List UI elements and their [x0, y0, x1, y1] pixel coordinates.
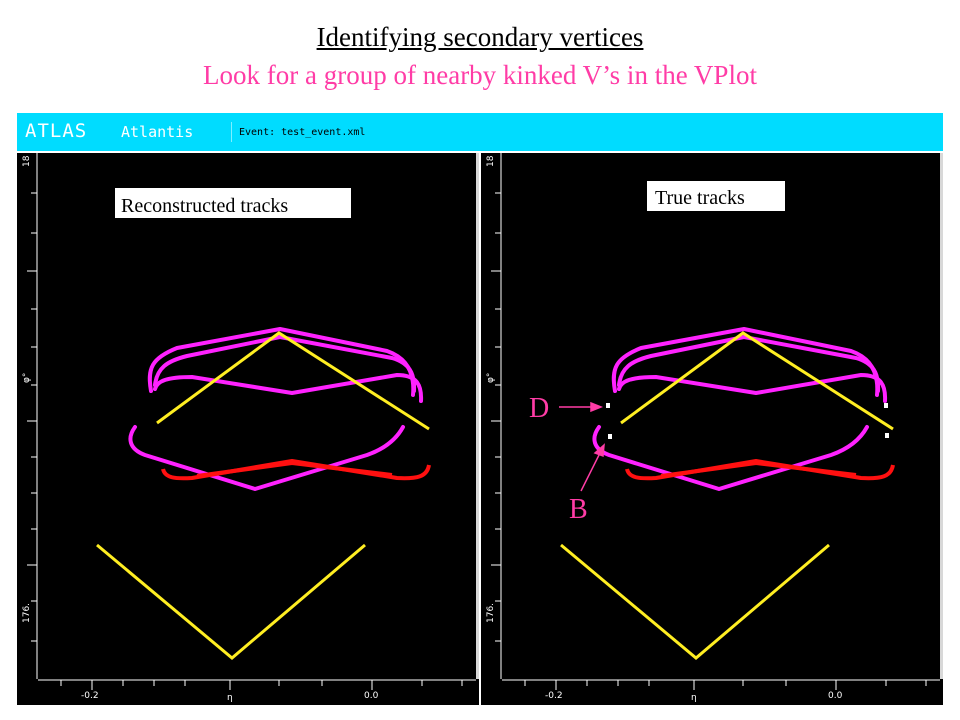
slide-subtitle: Look for a group of nearby kinked V’s in…	[203, 60, 757, 90]
vertex-markers	[606, 403, 889, 439]
arrow-d-head	[590, 401, 604, 413]
vplot-reconstructed[interactable]: 18 φ° 176. -0.2 η 0.0 Reconstructed trac…	[17, 153, 479, 705]
vertex-marker	[885, 433, 889, 438]
y-axis-ticks	[491, 153, 502, 679]
arrow-b-head	[593, 443, 605, 458]
yellow-track-upper	[156, 331, 430, 431]
header-divider	[231, 122, 232, 142]
y-axis-top-label: 18	[22, 155, 32, 167]
x-axis-strip	[481, 679, 943, 705]
vertex-marker-d	[606, 403, 610, 408]
x-tick-label-left: -0.2	[81, 691, 99, 701]
yellow-tracks	[96, 331, 430, 660]
event-name: Event: test_event.xml	[239, 127, 366, 138]
vplot-true[interactable]: 18 φ° 176. -0.2 η 0.0 True tracks	[481, 153, 943, 705]
annotation-arrows	[559, 401, 605, 492]
panel-label-box	[647, 181, 785, 211]
x-axis-ticks	[38, 679, 476, 690]
atlantis-header-bar: ATLAS Atlantis Event: test_event.xml	[17, 113, 943, 151]
magenta-track-4	[128, 425, 405, 491]
panel-label-box	[115, 188, 351, 218]
magenta-tracks	[592, 327, 888, 491]
vplot-panel-reconstructed[interactable]: 18 φ° 176. -0.2 η 0.0 Reconstructed trac…	[17, 153, 479, 705]
x-axis-title: η	[227, 693, 233, 703]
panel-label: Reconstructed tracks	[121, 195, 288, 217]
x-tick-label-right: 0.0	[364, 691, 379, 701]
plot-area	[38, 153, 476, 679]
red-tracks	[625, 459, 895, 481]
y-axis-ticks	[27, 153, 38, 679]
vertex-marker-b	[608, 434, 612, 439]
arrow-b	[580, 452, 601, 492]
panel-label: True tracks	[655, 187, 745, 209]
y-axis-top-label: 18	[486, 155, 496, 167]
x-tick-label-left: -0.2	[545, 691, 563, 701]
red-tracks	[161, 459, 431, 481]
plot-area	[502, 153, 940, 679]
y-axis-title: φ°	[22, 373, 32, 383]
x-axis-title: η	[691, 693, 697, 703]
y-axis-bottom-label: 176.	[22, 603, 32, 623]
vplot-panel-true[interactable]: 18 φ° 176. -0.2 η 0.0 True tracks	[481, 153, 943, 705]
x-axis-ticks	[502, 679, 940, 690]
y-axis-title: φ°	[486, 373, 496, 383]
yellow-track-lower	[96, 543, 366, 660]
slide-title: Identifying secondary vertices	[316, 22, 644, 52]
yellow-tracks	[560, 331, 894, 660]
red-track-1	[161, 459, 431, 481]
atlas-logo: ATLAS	[25, 120, 88, 142]
magenta-tracks	[128, 327, 424, 491]
y-axis-strip	[17, 153, 38, 705]
x-axis-strip	[17, 679, 479, 705]
y-axis-bottom-label: 176.	[486, 603, 496, 623]
magenta-track-3	[153, 373, 424, 403]
x-tick-label-right: 0.0	[828, 691, 843, 701]
y-axis-strip	[481, 153, 502, 705]
vertex-marker	[884, 403, 888, 408]
atlantis-app-name: Atlantis	[121, 123, 194, 141]
